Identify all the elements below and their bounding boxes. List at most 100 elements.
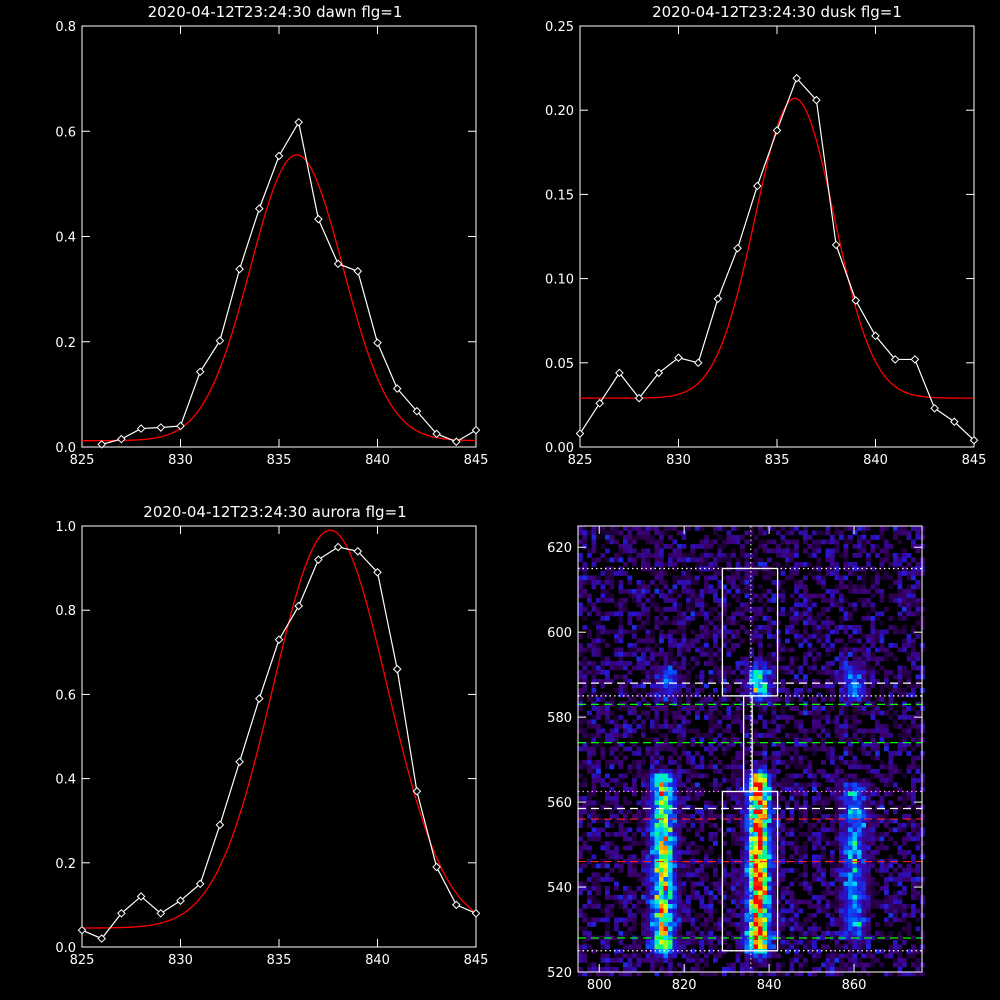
spectrogram-pixel [582, 760, 588, 765]
spectrogram-pixel [663, 584, 669, 590]
spectrogram-pixel [866, 917, 871, 923]
spectrogram-pixel [785, 949, 790, 954]
spectrogram-pixel [866, 692, 871, 698]
spectrogram-pixel [699, 872, 705, 878]
spectrogram-pixel [627, 913, 633, 918]
spectrogram-pixel [699, 818, 705, 824]
aurora-data-point [451, 900, 461, 910]
spectrogram-pixel [627, 530, 633, 536]
spectrogram-pixel [758, 706, 763, 711]
spectrogram-pixel [744, 926, 750, 932]
spectrogram-pixel [627, 557, 633, 563]
spectrogram-pixel [911, 625, 916, 630]
spectrogram-pixel [875, 544, 880, 549]
spectrogram-pixel [704, 697, 709, 702]
spectrogram-pixel [677, 935, 682, 941]
spectrogram-pixel [753, 760, 759, 765]
spectrogram-pixel [672, 778, 678, 783]
spectrogram-pixel [659, 836, 664, 842]
spectrogram-pixel [857, 935, 862, 941]
spectrogram-pixel [677, 926, 682, 932]
spectrogram-pixel [753, 863, 759, 869]
spectrogram-pixel [888, 895, 894, 900]
spectrogram-pixel [843, 661, 849, 666]
spectrogram-pixel [902, 733, 907, 738]
spectrogram-pixel [807, 616, 813, 621]
spectrogram-pixel [762, 697, 768, 702]
spectrogram-pixel [645, 818, 651, 824]
spectrogram-pixel [857, 764, 862, 770]
spectrogram-pixel [839, 535, 844, 540]
spectrogram-pixel [902, 742, 907, 747]
spectrogram-pixel [582, 670, 588, 675]
spectrogram-pixel [857, 814, 862, 819]
spectrogram-pixel [821, 665, 826, 671]
spectrogram-pixel [618, 530, 624, 536]
spectrogram-pixel [848, 913, 853, 918]
spectrogram-pixel [762, 926, 768, 932]
spectrogram-pixel [830, 823, 835, 828]
spectrogram-pixel [861, 778, 867, 783]
spectrogram-pixel [852, 890, 858, 896]
spectrogram-pixel [870, 913, 876, 918]
spectrogram-pixel [609, 796, 615, 801]
spectrogram-pixel [677, 881, 682, 887]
spectrogram-pixel [650, 697, 655, 702]
spectrogram-pixel [605, 643, 610, 648]
spectrogram-pixel [785, 629, 790, 635]
spectrogram-pixel [780, 566, 786, 572]
spectrogram-pixel [776, 854, 781, 860]
spectrogram-pixel [897, 751, 903, 756]
spectrogram-pixel [731, 584, 736, 590]
spectrogram-pixel [767, 953, 772, 959]
spectrogram-pixel [731, 868, 736, 873]
spectrogram-pixel [591, 836, 597, 842]
spectrogram-pixel [767, 679, 772, 684]
spectrogram-pixel [780, 913, 786, 918]
spectrogram-pixel [839, 836, 844, 842]
spectrogram-pixel [609, 526, 615, 531]
spectrogram-pixel [618, 607, 624, 612]
spectrogram-pixel [744, 661, 750, 666]
spectrogram-pixel [663, 607, 669, 612]
spectrogram-pixel [587, 692, 592, 698]
spectrogram-pixel [839, 683, 844, 689]
spectrogram-pixel [717, 616, 723, 621]
spectrogram-pixel [888, 688, 894, 693]
spectrogram-pixel [614, 881, 619, 887]
spectrogram-pixel [686, 908, 691, 914]
spectrogram-pixel [726, 620, 732, 626]
spectrogram-pixel [758, 697, 763, 702]
dawn-xtick-label: 840 [365, 453, 390, 468]
spectrogram-pixel [758, 778, 763, 783]
spectrogram-pixel [654, 616, 660, 621]
spectrogram-pixel [915, 607, 921, 612]
spectrogram-pixel [758, 607, 763, 612]
spectrogram-pixel [776, 629, 781, 635]
spectrogram-pixel [794, 616, 799, 621]
spectrogram-pixel [821, 625, 826, 630]
spectrogram-pixel [663, 845, 669, 851]
spectrogram-pixel [641, 553, 646, 558]
spectrogram-pixel [717, 634, 723, 639]
spectrogram-pixel [713, 944, 718, 950]
spectrogram-pixel [695, 656, 700, 662]
spectrogram-pixel [893, 944, 898, 950]
spectrogram-pixel [794, 602, 799, 608]
spectrogram-pixel [708, 782, 714, 788]
spectrogram-pixel [875, 670, 880, 675]
spectrogram-pixel [870, 616, 876, 621]
spectrogram-pixel [816, 841, 822, 846]
spectrogram-pixel [609, 710, 615, 716]
spectrogram-pixel [807, 737, 813, 743]
spectrogram-pixel [798, 611, 804, 617]
spectrogram-pixel [600, 571, 606, 576]
spectrogram-pixel [753, 805, 759, 810]
spectrogram-pixel [605, 953, 610, 959]
spectrogram-pixel [866, 953, 871, 959]
spectrogram-pixel [618, 598, 624, 603]
spectrogram-pixel [843, 890, 849, 896]
spectrogram-pixel [632, 832, 637, 837]
spectrogram-pixel [740, 922, 745, 927]
spectrogram-pixel [843, 647, 849, 653]
